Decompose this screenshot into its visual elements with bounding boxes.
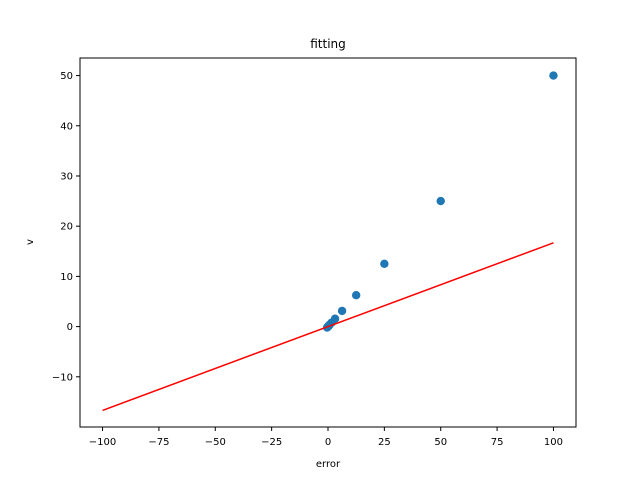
y-tick-label: 0 <box>67 322 73 333</box>
x-tick-label: −100 <box>89 437 116 448</box>
y-axis: −10 0 10 20 30 40 50 <box>52 71 80 383</box>
scatter-point <box>337 306 347 316</box>
x-axis: −100 −75 −50 −25 0 25 50 75 100 <box>89 427 563 448</box>
scatter-point <box>380 259 389 269</box>
y-tick-label: 30 <box>60 171 73 182</box>
scatter-point <box>549 71 558 80</box>
x-tick-label: 75 <box>491 437 504 448</box>
y-tick-label: 20 <box>60 222 73 233</box>
plot-area <box>102 71 558 412</box>
scatter-point <box>351 291 361 300</box>
y-tick-label: 40 <box>60 121 73 132</box>
x-tick-label: −50 <box>205 437 226 448</box>
fit-line <box>102 242 554 412</box>
scatter-point <box>436 196 445 206</box>
y-tick-label: 50 <box>60 71 73 82</box>
x-tick-label: 0 <box>325 437 331 448</box>
chart-title: fitting <box>310 37 346 51</box>
x-tick-label: 50 <box>434 437 447 448</box>
y-axis-label: v <box>25 239 36 245</box>
x-tick-label: 25 <box>378 437 391 448</box>
x-tick-label: −25 <box>261 437 282 448</box>
x-axis-label: error <box>316 459 341 470</box>
y-tick-label: 10 <box>60 272 73 283</box>
x-tick-label: −75 <box>148 437 169 448</box>
y-tick-label: −10 <box>52 372 73 383</box>
x-tick-label: 100 <box>544 437 563 448</box>
